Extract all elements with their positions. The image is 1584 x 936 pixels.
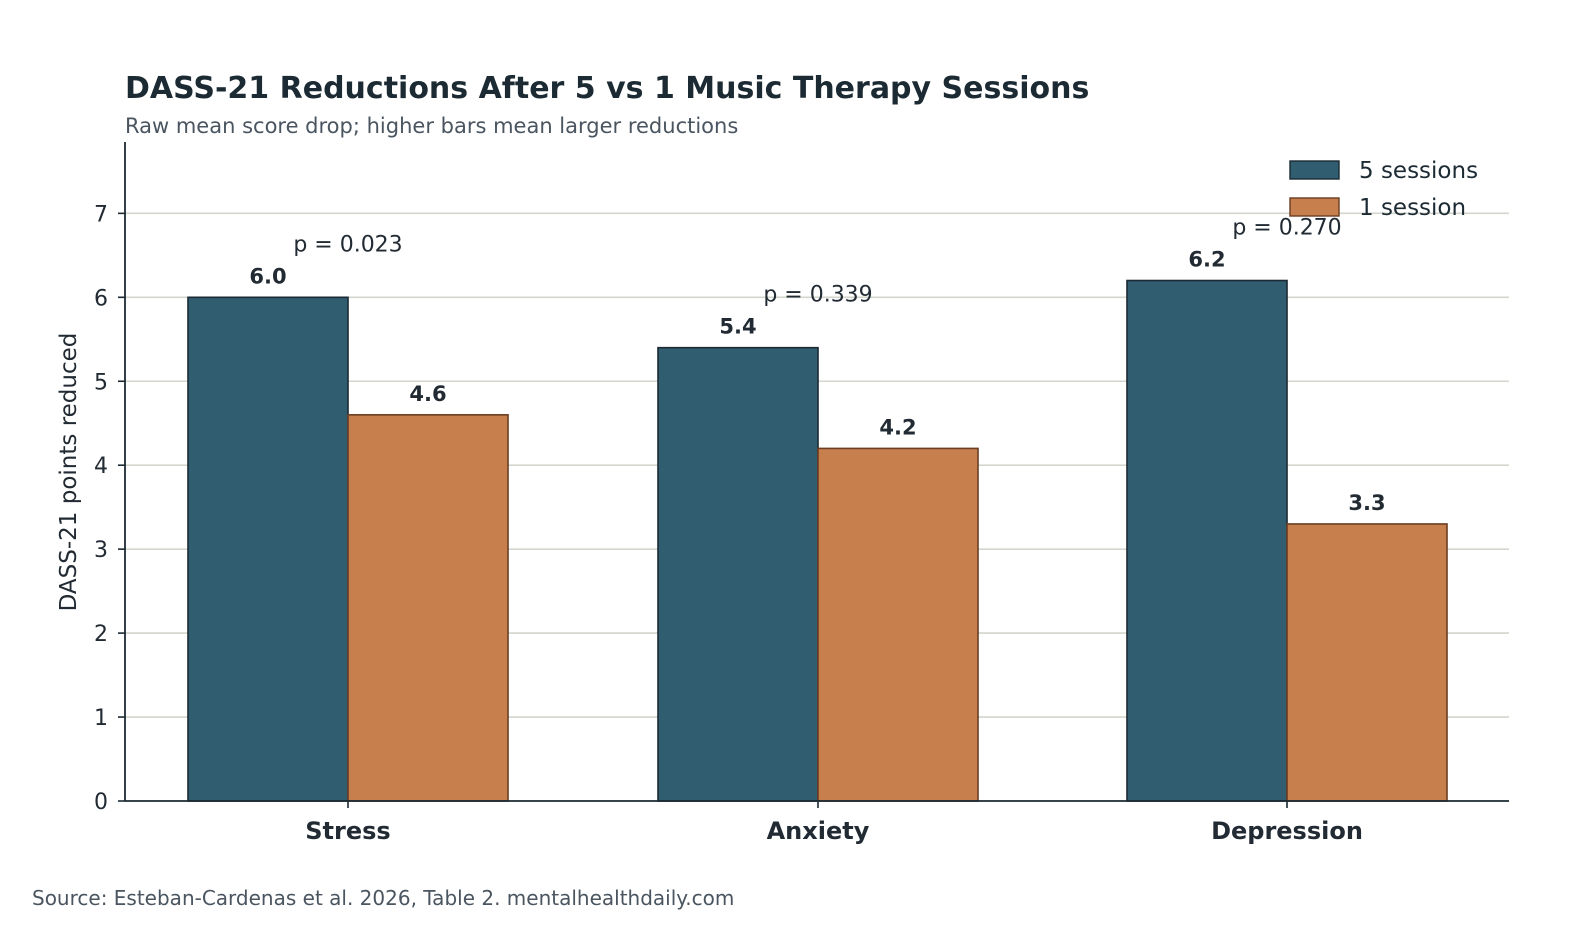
source-note: Source: Esteban-Cardenas et al. 2026, Ta… xyxy=(32,886,734,910)
chart-subtitle: Raw mean score drop; higher bars mean la… xyxy=(125,114,738,138)
legend-swatch xyxy=(1289,197,1340,217)
x-tick-label: Stress xyxy=(305,817,390,845)
y-tick-label: 4 xyxy=(94,454,108,479)
bar-one-session-anxiety xyxy=(817,447,979,802)
bar-five-sessions-depression xyxy=(1126,279,1288,802)
labels: 6.0 5.4 6.2 4.6 4.2 3.3 p = 0.023 p = 0.339 p = … xyxy=(249,216,1385,515)
legend-label: 1 session xyxy=(1359,195,1466,221)
legend-label: 5 sessions xyxy=(1359,158,1478,184)
bar-value-label: 6.0 xyxy=(249,264,286,288)
bar-value-label: 4.6 xyxy=(409,382,446,406)
legend: 5 sessions 1 session xyxy=(1289,158,1478,221)
legend-swatch xyxy=(1289,160,1340,180)
x-tick-label: Depression xyxy=(1211,817,1363,845)
chart-title: DASS-21 Reductions After 5 vs 1 Music Th… xyxy=(125,71,1089,106)
x-tick-label: Anxiety xyxy=(767,817,870,845)
bar-five-sessions-anxiety xyxy=(657,346,819,802)
y-tick-label: 2 xyxy=(94,622,108,647)
bar-one-session-stress xyxy=(347,414,509,802)
y-tick-label: 7 xyxy=(94,202,108,227)
y-axis-label: DASS-21 points reduced xyxy=(56,333,82,612)
bar-value-label: 6.2 xyxy=(1188,248,1225,272)
bar-five-sessions-stress xyxy=(187,296,349,802)
y-tick-label: 1 xyxy=(94,706,108,731)
bars xyxy=(187,279,1448,802)
p-value-annotation: p = 0.270 xyxy=(1232,216,1341,241)
p-value-annotation: p = 0.339 xyxy=(763,283,872,308)
bar-value-label: 3.3 xyxy=(1348,491,1385,515)
bar-value-label: 5.4 xyxy=(719,315,756,339)
y-tick-label: 3 xyxy=(94,538,108,563)
p-value-annotation: p = 0.023 xyxy=(293,232,402,257)
y-tick-label: 6 xyxy=(94,286,108,311)
y-tick-label: 0 xyxy=(94,790,108,815)
y-tick-label: 5 xyxy=(94,370,108,395)
bar-value-label: 4.2 xyxy=(879,415,916,439)
axes: 0 1 2 3 4 5 6 7 Stress Anxiety Depression xyxy=(94,142,1509,845)
bar-one-session-depression xyxy=(1286,523,1448,802)
